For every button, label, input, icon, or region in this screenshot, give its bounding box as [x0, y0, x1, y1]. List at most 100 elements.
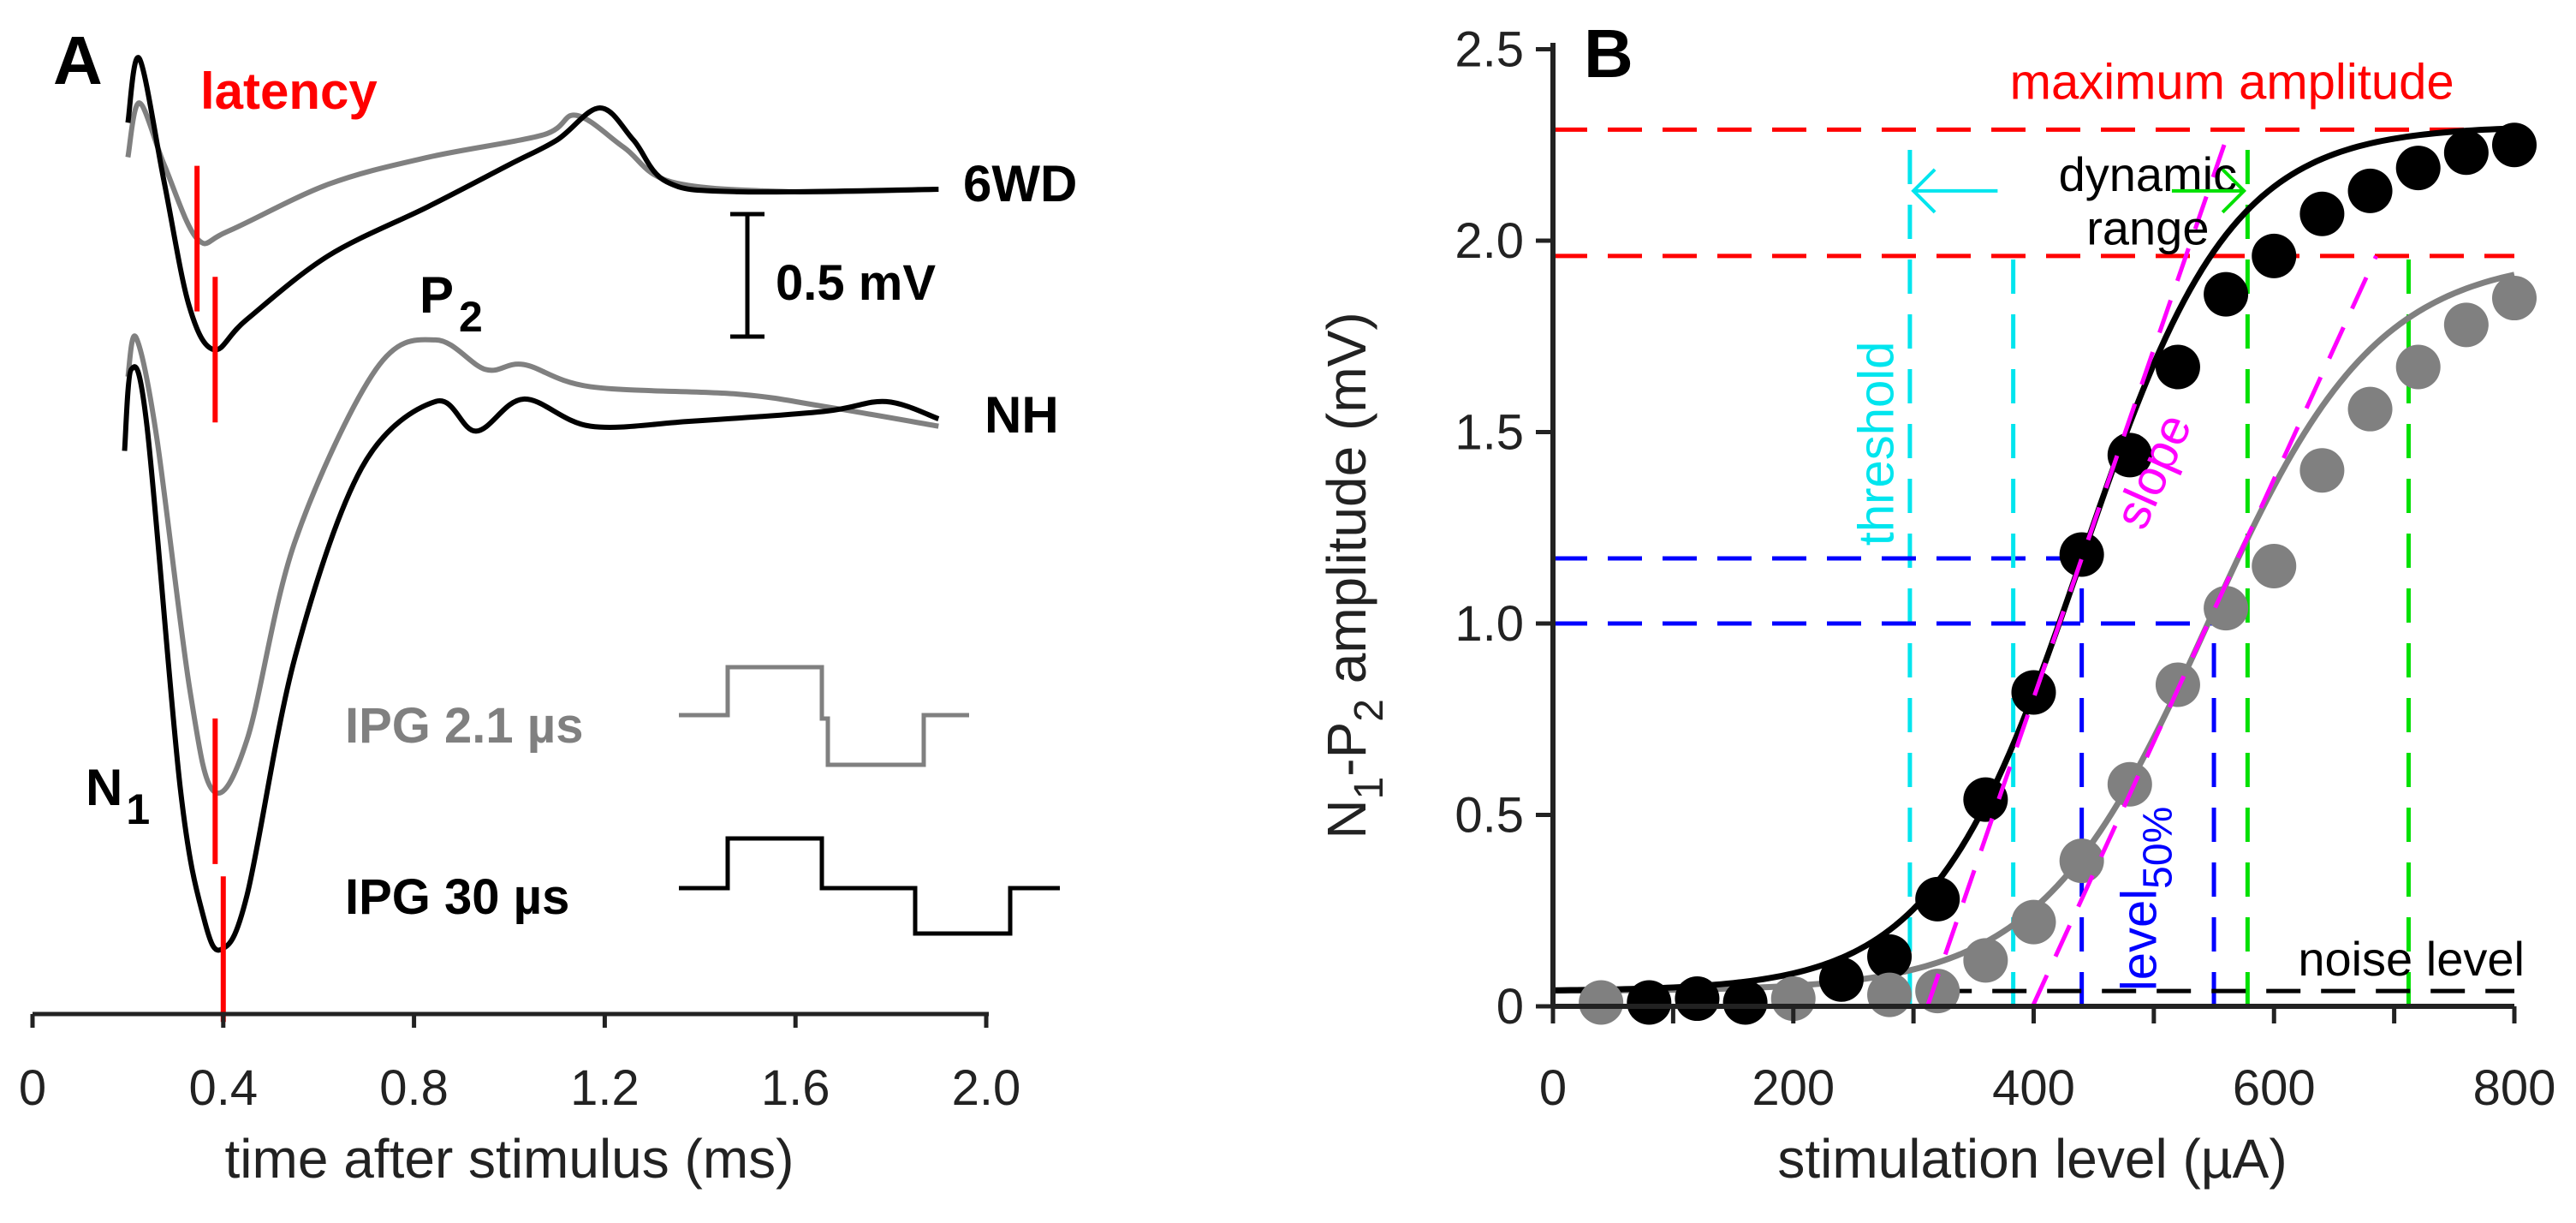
- n1-main: N: [86, 759, 122, 816]
- x-tick-label-b: 0: [1539, 1060, 1567, 1116]
- noise-level-label: noise level: [2298, 932, 2525, 986]
- x-tick-label-a: 0: [19, 1060, 46, 1116]
- pulse-icon-gray: [679, 665, 969, 767]
- x-tick-label-b: 600: [2233, 1060, 2316, 1116]
- x-axis-title-b: stimulation level (µA): [1777, 1128, 2287, 1190]
- data-point-ipg2: [2395, 344, 2441, 390]
- ipg-black-label: IPG 30 µs: [345, 869, 569, 925]
- arrow-left-icon: [1911, 168, 1998, 214]
- data-point-ipg30: [2443, 130, 2489, 176]
- y-tick-label-b: 2.0: [1455, 213, 1524, 269]
- data-point-ipg2: [1867, 972, 1913, 1017]
- data-point-ipg2: [2443, 302, 2489, 348]
- y-tick-label-b: 1.5: [1455, 405, 1524, 461]
- data-point-ipg30: [2347, 168, 2393, 213]
- dynamic-range-label-2: range: [2086, 200, 2209, 254]
- latency-markers: [194, 165, 226, 1023]
- x-axis-title-a: time after stimulus (ms): [225, 1128, 794, 1190]
- y-tick-label-b: 1.0: [1455, 596, 1524, 652]
- x-tick-label-a: 1.2: [570, 1060, 640, 1116]
- level-main: level: [2112, 889, 2168, 991]
- pulse-icon-black: [679, 836, 1060, 936]
- data-point-ipg30: [1867, 934, 1913, 979]
- data-point-ipg2: [2299, 448, 2345, 493]
- data-point-ipg2: [2347, 386, 2393, 432]
- data-point-ipg2: [2107, 761, 2152, 807]
- n1-sub: 1: [126, 785, 150, 833]
- data-point-ipg30: [2252, 233, 2297, 278]
- data-point-ipg2: [1579, 980, 1624, 1025]
- data-point-ipg30: [2155, 344, 2200, 390]
- traces: [122, 55, 940, 953]
- data-point-ipg2: [2492, 276, 2537, 321]
- fit-curve-ipg30: [1552, 125, 2515, 993]
- fit-curves: [1552, 125, 2515, 994]
- ylabel-p: -P: [1316, 722, 1377, 777]
- x-tick-label-a: 0.4: [188, 1060, 258, 1116]
- x-tick-label-b: 800: [2473, 1060, 2556, 1116]
- max-amplitude-label: maximum amplitude: [2010, 55, 2454, 110]
- data-point-ipg30: [2299, 191, 2345, 236]
- ylabel-rest: amplitude (mV): [1316, 312, 1377, 699]
- data-point-ipg30: [1818, 957, 1864, 1002]
- ylabel-sub2: 2: [1347, 699, 1392, 722]
- level50-label: level50%: [2112, 807, 2181, 991]
- data-point-ipg2: [2252, 543, 2297, 588]
- y-tick-label-b: 0.5: [1455, 788, 1524, 844]
- threshold-label: threshold: [1848, 342, 1904, 546]
- data-point-ipg2: [2204, 586, 2249, 631]
- y-tick-label-b: 0: [1496, 979, 1524, 1035]
- scale-bar-label: 0.5 mV: [776, 255, 936, 311]
- x-axis-a: 0 0.4 0.8 1.2 1.6 2.0: [19, 1011, 1021, 1116]
- data-point-ipg30: [2204, 271, 2249, 317]
- data-point-ipg30: [2492, 122, 2537, 168]
- slope-line: [2031, 254, 2378, 1008]
- n1-label: N1: [86, 759, 150, 833]
- axes-b: 0 200 400 600 800 0 0.5 1.0 1.5 2.0 2.5: [1455, 22, 2555, 1117]
- data-point-ipg30: [1627, 980, 1672, 1025]
- panel-label-a: A: [53, 22, 103, 98]
- p2-sub: 2: [459, 293, 483, 341]
- y-axis-title-b: N1-P2 amplitude (mV): [1316, 312, 1392, 838]
- panel-b: B 0 200 400 600 800 0 0.5 1.0 1.5 2.0 2.5 maximum …: [1316, 15, 2555, 1190]
- data-points: [1579, 122, 2537, 1025]
- arrow-right-icon: [2171, 168, 2246, 214]
- trace-nh-ipg2: [125, 333, 939, 796]
- data-point-ipg2: [1770, 976, 1816, 1022]
- group-label-nh: NH: [985, 386, 1059, 444]
- data-point-ipg2: [1963, 938, 2008, 983]
- trace-6wd-ipg30: [125, 55, 939, 353]
- panel-label-b: B: [1584, 15, 1633, 92]
- dynamic-range-arrows: [1911, 168, 2246, 214]
- dynamic-range-label-1: dynamic: [2059, 147, 2238, 201]
- x-tick-label-b: 400: [1992, 1060, 2075, 1116]
- latency-label: latency: [200, 63, 378, 120]
- data-point-ipg2: [1915, 969, 1960, 1014]
- data-point-ipg2: [2011, 899, 2056, 945]
- x-tick-label-a: 2.0: [952, 1060, 1021, 1116]
- slope-line: [1925, 128, 2232, 1007]
- x-tick-label-b: 200: [1752, 1060, 1835, 1116]
- fit-curve-ipg2: [1552, 271, 2515, 994]
- ipg-gray-label: IPG 2.1 µs: [345, 698, 583, 754]
- level-sub: 50%: [2136, 807, 2181, 889]
- data-point-ipg30: [1675, 976, 1720, 1022]
- data-point-ipg2: [2059, 838, 2104, 884]
- data-point-ipg30: [2395, 146, 2441, 191]
- data-point-ipg30: [1722, 980, 1768, 1025]
- group-label-6wd: 6WD: [963, 155, 1077, 212]
- y-tick-label-b: 2.5: [1455, 22, 1524, 78]
- guide-lines: [1553, 127, 2514, 1006]
- scale-bar: [730, 212, 764, 339]
- trace-nh-ipg30: [122, 364, 940, 953]
- trace-6wd-ipg2: [125, 100, 939, 247]
- data-point-ipg30: [1915, 876, 1960, 922]
- x-tick-label-a: 1.6: [761, 1060, 830, 1116]
- x-tick-label-a: 0.8: [379, 1060, 449, 1116]
- data-point-ipg30: [2107, 433, 2152, 478]
- data-point-ipg30: [1963, 777, 2008, 822]
- p2-main: P: [419, 266, 454, 324]
